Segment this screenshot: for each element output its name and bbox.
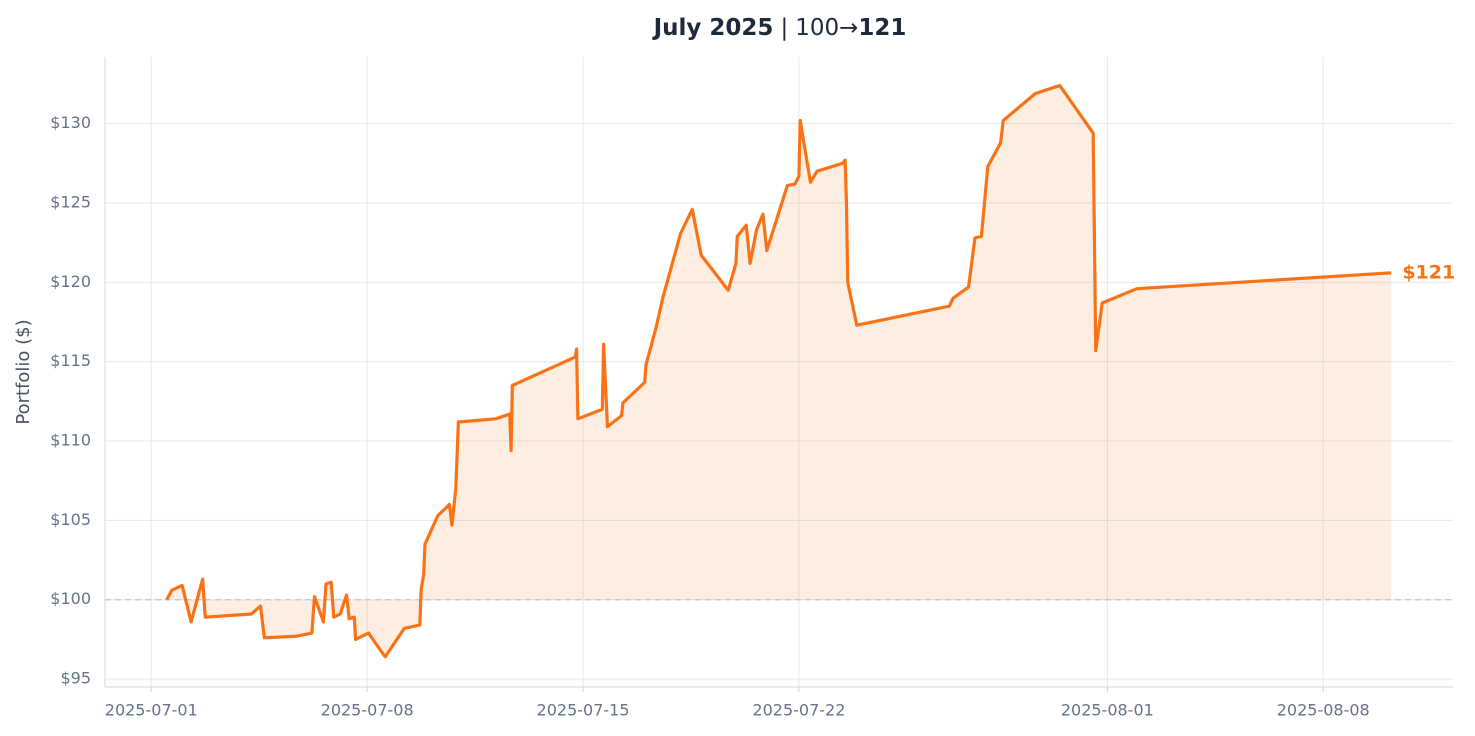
y-axis-label: Portfolio ($): [13, 319, 34, 424]
x-tick-label: 2025-07-08: [321, 701, 414, 720]
area-fill: [166, 85, 1392, 657]
title-part: 121: [858, 15, 906, 41]
title-part: July 2025: [652, 15, 774, 41]
line: [165, 83, 1392, 659]
title-part: |: [780, 15, 788, 41]
x-tick-label: 2025-07-15: [537, 701, 630, 720]
y-tick-label: $115: [50, 351, 91, 370]
y-tick-label: $95: [60, 669, 91, 688]
y-tick-label: $100: [50, 589, 91, 608]
y-tick-label: $105: [50, 510, 91, 529]
x-tick-label: 2025-08-08: [1277, 701, 1370, 720]
y-tick-label: $110: [50, 431, 91, 450]
y-tick-label: $130: [50, 113, 91, 132]
chart-title: July 2025 | 100→121: [652, 15, 907, 41]
x-tick-label: 2025-07-01: [105, 701, 198, 720]
y-tick-label: $120: [50, 272, 91, 291]
x-tick-label: 2025-07-22: [752, 701, 845, 720]
title-part: 100→: [795, 15, 858, 41]
end-label: $121: [1402, 261, 1455, 283]
y-tick-label: $125: [50, 192, 91, 211]
x-tick-label: 2025-08-01: [1061, 701, 1154, 720]
